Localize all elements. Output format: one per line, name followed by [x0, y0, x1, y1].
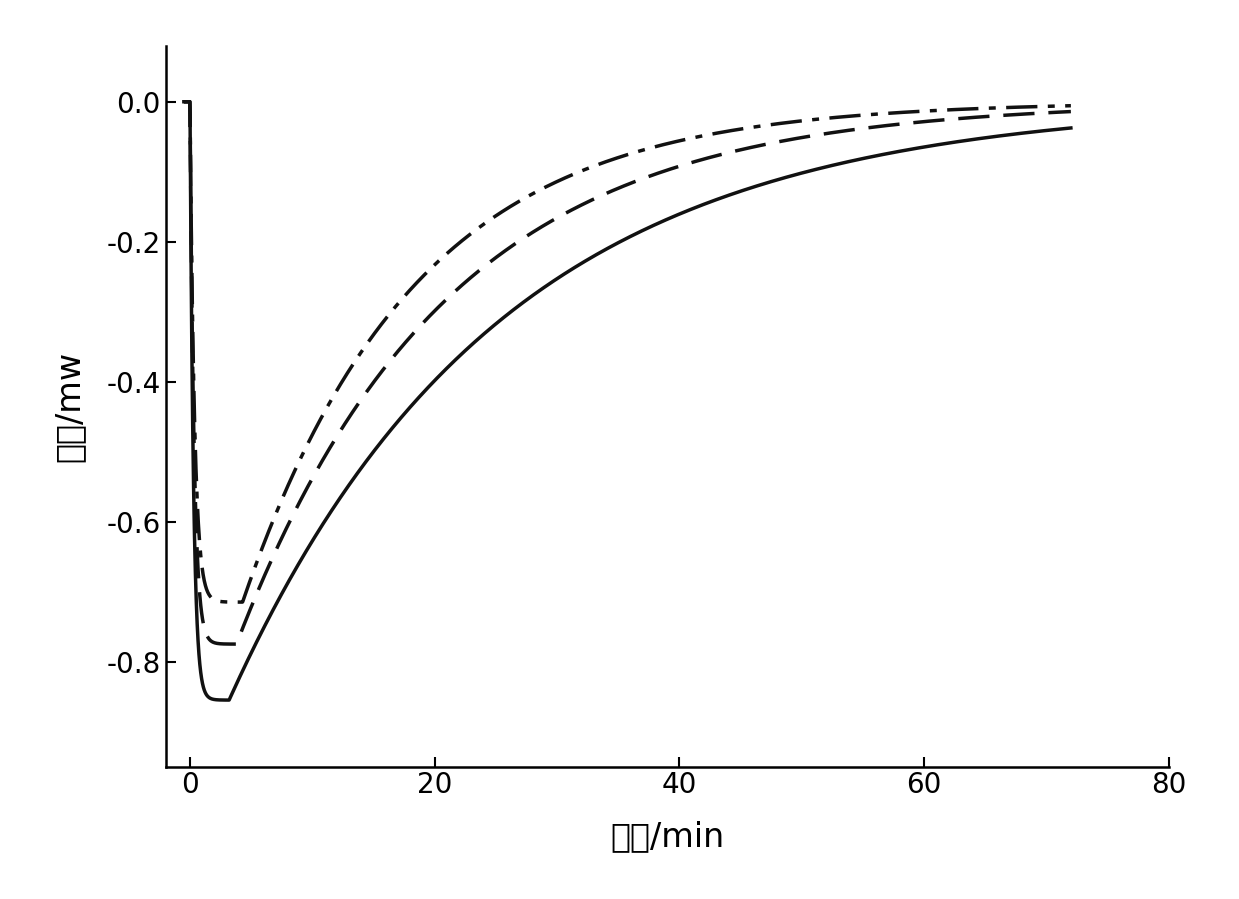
Y-axis label: 热流/mw: 热流/mw	[52, 351, 85, 462]
X-axis label: 时间/min: 时间/min	[610, 820, 725, 853]
